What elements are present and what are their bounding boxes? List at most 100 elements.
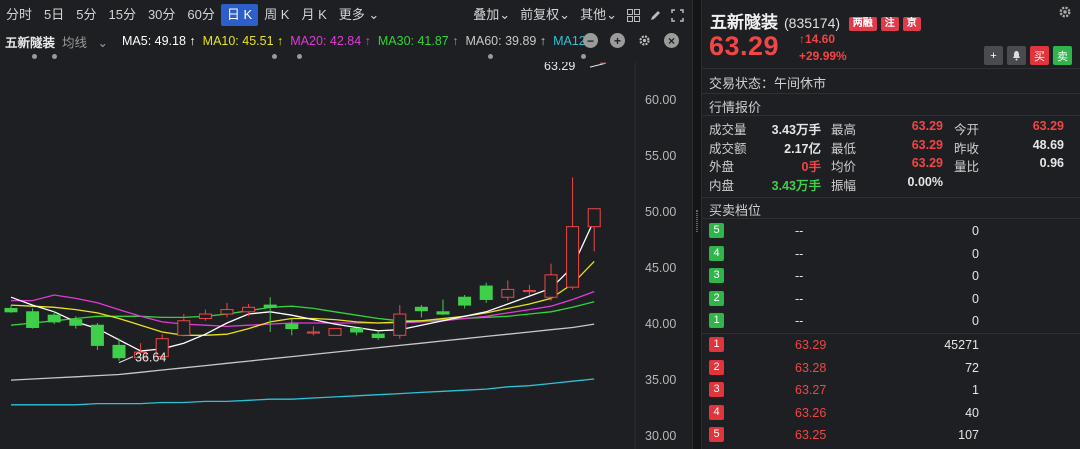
level-price: --: [795, 291, 804, 306]
tab-5min[interactable]: 5分: [76, 7, 97, 22]
ask-row[interactable]: 2 -- 0: [709, 288, 1074, 310]
ask-row[interactable]: 4 -- 0: [709, 243, 1074, 265]
change-percent: +29.99%: [799, 49, 847, 63]
low-price-label: 36.64: [135, 351, 166, 365]
quote-label: 内盘: [709, 178, 735, 193]
add-watchlist-icon[interactable]: +: [984, 46, 1003, 65]
candle-body: [328, 328, 342, 336]
event-dot[interactable]: [581, 54, 586, 59]
stock-code: (835174): [784, 15, 841, 31]
gear-icon[interactable]: [637, 33, 652, 48]
ma5-line: [10, 219, 595, 352]
high-price-label: 63.29: [544, 62, 575, 73]
toolbar-right: 叠加⌄ 前复权⌄ 其他⌄: [470, 4, 686, 26]
candle-body: [501, 288, 515, 298]
close-icon[interactable]: ×: [664, 33, 679, 48]
ma120-label: MA12: [553, 34, 586, 48]
plus-icon[interactable]: +: [610, 33, 625, 48]
minus-icon[interactable]: −: [583, 33, 598, 48]
ask-row[interactable]: 5 -- 0: [709, 220, 1074, 242]
level-badge: 4: [709, 245, 724, 261]
adjust-dropdown[interactable]: 前复权⌄: [517, 4, 573, 26]
quote-label: 昨收: [954, 141, 980, 156]
tab-30min[interactable]: 30分: [147, 7, 176, 22]
tab-5day[interactable]: 5日: [44, 7, 65, 22]
low-price-pointer: [118, 356, 134, 364]
tab-intraday[interactable]: 分时: [6, 7, 33, 22]
action-buttons: + 买 卖: [984, 46, 1072, 65]
quote-value: 2.17亿: [784, 141, 821, 156]
candle-body: [134, 351, 148, 359]
chart-panel: 分时 5日 5分 15分 30分 60分 日 K 周 K 月 K 更多 ⌄ 叠加…: [0, 4, 692, 449]
quote-value: 63.29: [911, 156, 943, 170]
indicator-mode-label: 均线: [62, 35, 88, 50]
tab-15min[interactable]: 15分: [108, 7, 136, 22]
overlay-dropdown[interactable]: 叠加⌄: [470, 4, 513, 26]
sell-button[interactable]: 卖: [1053, 46, 1072, 65]
level-price: 63.27: [795, 383, 827, 398]
bell-icon[interactable]: [1007, 46, 1026, 65]
bid-row[interactable]: 4 63.26 40: [709, 402, 1074, 424]
candle-body: [242, 306, 256, 313]
quote-label: 外盘: [709, 160, 735, 174]
level-volume: 1: [972, 383, 979, 398]
candlestick-chart[interactable]: 60.00 55.00 50.00 45.00 40.00 35.00 30.00 63.29…: [0, 62, 692, 449]
level-volume: 0: [972, 246, 979, 261]
chevron-down-icon: ⌄: [368, 7, 380, 22]
quote-label: 今开: [954, 123, 980, 137]
y-tick-label: 55.00: [645, 149, 676, 163]
event-dot[interactable]: [297, 54, 302, 59]
draw-pen-icon[interactable]: [646, 6, 664, 24]
ma-legend-bar: 五新隧装 均线 ⌄ MA5: 49.18 ↑ MA10: 45.51 ↑ MA2…: [0, 30, 692, 52]
ask-row[interactable]: 3 -- 0: [709, 265, 1074, 287]
bid-row[interactable]: 1 63.29 45271: [709, 334, 1074, 356]
level-volume: 0: [972, 314, 979, 329]
chevron-down-icon: ⌄: [559, 7, 571, 22]
event-dot[interactable]: [52, 54, 57, 59]
splitter-grip[interactable]: [696, 210, 698, 232]
margin-badge: 两融: [848, 17, 877, 31]
settings-gear-icon[interactable]: [1058, 5, 1072, 22]
level-volume: 0: [972, 269, 979, 284]
indicator-mode-dropdown[interactable]: 均线 ⌄: [62, 32, 115, 51]
level-badge: 5: [709, 427, 724, 443]
tab-weekly-k[interactable]: 周 K: [264, 7, 290, 22]
level-badge: 1: [709, 337, 724, 352]
adjust-label: 前复权: [520, 7, 560, 22]
level-volume: 72: [965, 360, 979, 375]
tab-monthly-k[interactable]: 月 K: [301, 7, 327, 22]
candle-body: [371, 333, 385, 339]
y-tick-label: 30.00: [645, 429, 676, 443]
ask-row[interactable]: 1 -- 0: [709, 310, 1074, 332]
candle-body: [587, 208, 601, 228]
other-label: 其他: [580, 7, 607, 22]
other-dropdown[interactable]: 其他⌄: [577, 4, 620, 26]
candle-body: [69, 319, 83, 326]
ma-controls: − + ×: [583, 33, 686, 48]
level-badge: 5: [709, 223, 724, 238]
level-price: --: [795, 246, 804, 261]
buy-button[interactable]: 买: [1030, 46, 1049, 65]
event-markers: [0, 54, 640, 64]
quote-row: 外盘 0手 均价 63.29 量比 0.96: [709, 156, 1074, 174]
bid-row[interactable]: 3 63.27 1: [709, 379, 1074, 401]
y-tick-label: 60.00: [645, 93, 676, 107]
panel-splitter[interactable]: [692, 0, 702, 449]
ma120-line: [11, 378, 595, 406]
tab-daily-k[interactable]: 日 K: [220, 4, 259, 26]
bid-row[interactable]: 2 63.28 72: [709, 357, 1074, 379]
tab-60min[interactable]: 60分: [187, 7, 215, 22]
quote-value: 63.29: [911, 137, 943, 152]
event-dot[interactable]: [488, 54, 493, 59]
divider: [702, 218, 1080, 219]
bid-row[interactable]: 5 63.25 107: [709, 424, 1074, 446]
ma30-label: MA30: 41.87 ↑: [377, 34, 459, 48]
candle-body: [220, 309, 234, 315]
event-dot[interactable]: [32, 54, 37, 59]
event-dot[interactable]: [272, 54, 277, 59]
divider: [702, 333, 1080, 334]
quote-value: 63.29: [911, 119, 943, 133]
grid-icon[interactable]: [624, 6, 642, 24]
fullscreen-icon[interactable]: [668, 6, 686, 24]
more-dropdown[interactable]: 更多 ⌄: [333, 4, 386, 26]
